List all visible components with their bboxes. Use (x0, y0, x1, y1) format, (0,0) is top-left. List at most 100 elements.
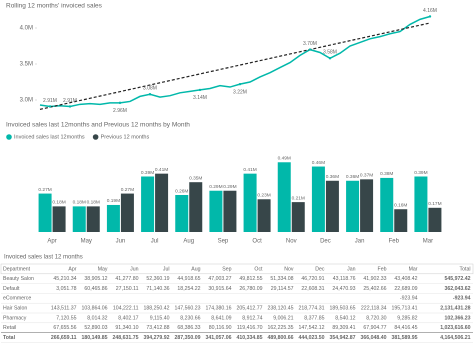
data-label: 2.91M (43, 98, 57, 104)
table-cell: 103,864.06 (82, 305, 108, 311)
bar (175, 195, 189, 232)
table-cell: 47,003.27 (208, 276, 231, 282)
point (308, 48, 312, 51)
data-label: 0.36M (346, 174, 359, 180)
data-label: 0.46M (312, 160, 325, 166)
bar (257, 199, 271, 232)
table-cell: 25,402.66 (363, 286, 386, 292)
data-label: 3.70M (303, 41, 317, 47)
legend-label: Previous 12 months (101, 134, 150, 140)
x-tick-label: Apr (47, 239, 56, 245)
table-header: Oct (254, 266, 263, 272)
point (198, 88, 202, 92)
table-cell: 22,608.31 (301, 286, 324, 292)
table-cell: 51,334.08 (270, 276, 293, 282)
table-cell: 248,631.75 (113, 335, 139, 341)
table-header: Jan (347, 266, 355, 272)
table-cell: 84,416.45 (394, 325, 417, 331)
table-cell: 44,918.65 (177, 276, 200, 282)
bar (120, 193, 134, 232)
table-cell: 195,713.41 (392, 305, 418, 311)
bar (189, 182, 203, 232)
table-cell: 8,912.74 (242, 315, 262, 321)
table-cell: 9,115.40 (150, 315, 170, 321)
data-label: 3.14M (193, 95, 207, 101)
data-label: 0.41M (243, 167, 256, 173)
table-title: Invoiced sales last 12 months (4, 255, 83, 261)
table-cell: 147,560.23 (175, 305, 201, 311)
x-tick-label: Nov (286, 239, 297, 245)
table-cell: 147,542.12 (299, 325, 325, 331)
table-cell: 43,408.42 (394, 276, 417, 282)
table-header: Department (3, 266, 31, 272)
table-cell: 8,540.12 (335, 315, 355, 321)
table-cell: 71,140.36 (146, 286, 169, 292)
bar (360, 179, 374, 232)
table-cell: 9,285.82 (397, 315, 417, 321)
sales-line (39, 15, 431, 108)
point (68, 105, 72, 108)
point (118, 101, 122, 105)
table-cell: Beauty Salon (3, 276, 34, 282)
table-cell: 67,904.77 (363, 325, 386, 331)
table-header: Sep (222, 266, 231, 272)
y-tick-label: 4.0M (20, 26, 33, 32)
line-chart-title: Rolling 12 months' invoiced sales (6, 3, 103, 10)
table-cell: 119,416.70 (237, 325, 263, 331)
table-cell: 366,048.40 (361, 335, 387, 341)
table-cell: 41,902.33 (363, 276, 386, 282)
data-label: 0.27M (121, 187, 134, 193)
table-cell: 444,023.50 (299, 335, 325, 341)
x-tick-label: Mar (423, 239, 433, 245)
bar (72, 206, 86, 232)
table-cell: Retail (3, 325, 16, 331)
y-tick-label: 3.0M (20, 98, 33, 104)
table-header: Total (460, 266, 471, 272)
table-cell: 18,254.22 (177, 286, 200, 292)
table-cell: 29,114.57 (271, 286, 294, 292)
data-label: 0.38M (380, 171, 393, 177)
table-header: Dec (315, 266, 325, 272)
table-header: Jun (130, 266, 138, 272)
table-cell: 4,164,506.21 (440, 335, 470, 341)
table-cell: 104,222.11 (113, 305, 139, 311)
table-cell: 162,225.35 (268, 325, 294, 331)
table-cell: 7,120.55 (56, 315, 76, 321)
table-cell: 49,812.55 (239, 276, 262, 282)
table-cell: 8,641.09 (211, 315, 231, 321)
x-tick-label: Feb (389, 239, 400, 245)
data-label: 0.29M (209, 184, 222, 190)
x-tick-label: Aug (183, 239, 194, 245)
bar (311, 166, 325, 232)
table-cell: 38,905.12 (84, 276, 107, 282)
table-cell: -923.94 (400, 296, 418, 302)
table-cell: eCommerce (3, 296, 31, 302)
x-tick-label: Sep (218, 239, 229, 245)
table-cell: 52,360.19 (146, 276, 169, 282)
bar (38, 193, 52, 232)
bar-chart-title: Invoiced sales last 12months and Previou… (6, 122, 190, 129)
table-header: Mar (409, 266, 418, 272)
legend-swatch (92, 134, 99, 140)
table-cell: 24,470.93 (332, 286, 355, 292)
table-cell: 222,118.34 (361, 305, 387, 311)
table-cell: 91,340.10 (115, 325, 138, 331)
x-tick-label: Jun (116, 239, 126, 245)
table-cell: 362,043.62 (445, 286, 471, 292)
table-cell: Hair Salon (3, 305, 27, 311)
table-cell: 545,972.42 (445, 276, 471, 282)
table-cell: 189,503.65 (330, 305, 356, 311)
table-cell: 174,380.16 (206, 305, 232, 311)
x-tick-label: Oct (252, 239, 262, 245)
table-cell: 8,377.85 (304, 315, 324, 321)
table-cell: 354,942.87 (330, 335, 356, 341)
x-tick-label: Jul (151, 239, 159, 245)
data-label: 0.39M (141, 170, 154, 176)
data-label: 0.18M (87, 200, 100, 206)
table-header: Feb (378, 266, 387, 272)
data-label: 4.16M (423, 8, 437, 14)
trend-line (39, 22, 431, 110)
data-label: 0.26M (175, 188, 188, 194)
bar (86, 206, 100, 232)
